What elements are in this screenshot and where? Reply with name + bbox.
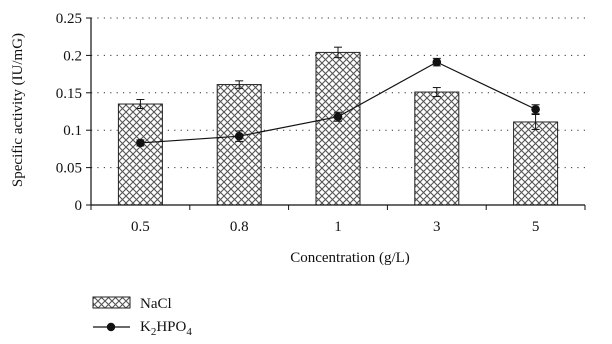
y-tick-label: 0 bbox=[75, 198, 83, 214]
data-point bbox=[531, 104, 540, 114]
axes bbox=[90, 18, 585, 206]
data-point bbox=[432, 57, 442, 67]
y-tick-label: 0.2 bbox=[63, 48, 82, 64]
bar bbox=[315, 51, 361, 206]
y-tick-label: 0.15 bbox=[56, 86, 82, 102]
x-tick-label: 5 bbox=[532, 219, 540, 235]
legend-swatch-nacl bbox=[92, 296, 131, 309]
data-point bbox=[136, 138, 145, 148]
x-tick-label: 0.5 bbox=[131, 219, 150, 235]
x-axis-ticks: 0.5 0.8 1 3 5 bbox=[90, 205, 586, 235]
bar bbox=[216, 84, 262, 206]
y-tick-label: 0.25 bbox=[56, 11, 82, 27]
x-axis-title: Concentration (g/L) bbox=[290, 250, 410, 266]
data-point bbox=[234, 131, 244, 141]
y-tick-label: 0.1 bbox=[63, 123, 82, 139]
bar bbox=[513, 121, 559, 206]
legend-label-nacl: NaCl bbox=[140, 296, 172, 312]
x-tick-label: 1 bbox=[334, 219, 342, 235]
legend-label-k2hpo4: K2HPO4 bbox=[140, 319, 192, 338]
data-point bbox=[333, 112, 343, 122]
y-axis-ticks: 0 0.05 0.1 0.15 0.2 0.25 bbox=[56, 11, 91, 214]
bar-error-bars bbox=[136, 46, 540, 130]
legend: NaCl K2HPO4 bbox=[92, 296, 192, 338]
y-axis-title: Specific activity (IU/mG) bbox=[10, 33, 26, 187]
line-series bbox=[136, 57, 540, 148]
bar bbox=[117, 103, 163, 206]
x-tick-label: 0.8 bbox=[230, 219, 249, 235]
bar-series bbox=[117, 51, 559, 206]
legend-item-k2hpo4: K2HPO4 bbox=[93, 319, 192, 338]
bar bbox=[414, 91, 460, 206]
legend-item-nacl: NaCl bbox=[92, 296, 172, 312]
y-tick-label: 0.05 bbox=[56, 161, 82, 177]
legend-marker-k2hpo4 bbox=[106, 322, 116, 332]
plot-area: 0 0.05 0.1 0.15 0.2 0.25 0.5 0.8 1 3 5 bbox=[56, 11, 586, 235]
x-tick-label: 3 bbox=[433, 219, 441, 235]
